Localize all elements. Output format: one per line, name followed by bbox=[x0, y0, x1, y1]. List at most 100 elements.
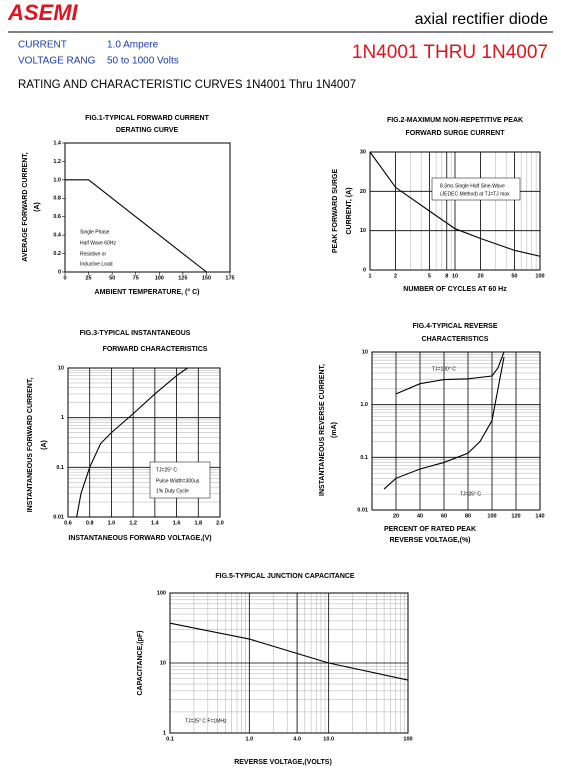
chart-title: FIG.1-TYPICAL FORWARD CURRENT bbox=[85, 115, 210, 122]
x-tick-label: 80 bbox=[465, 513, 471, 519]
chart-title: FORWARD SURGE CURRENT bbox=[405, 130, 505, 137]
x-tick-label: 40 bbox=[417, 513, 423, 519]
chart-title: FIG.5-TYPICAL JUNCTION CAPACITANCE bbox=[215, 573, 355, 580]
x-axis-label: PERCENT OF RATED PEAK bbox=[384, 526, 476, 533]
x-tick-label: 0.6 bbox=[64, 520, 72, 526]
y-tick-label: 0.1 bbox=[56, 465, 64, 471]
annotation: 8.3ms Single Half Sine-Wave bbox=[440, 183, 505, 189]
x-axis-label: REVERSE VOLTAGE,(%) bbox=[389, 537, 470, 544]
x-axis-label: NUMBER OF CYCLES AT 60 Hz bbox=[403, 286, 507, 293]
chart-title: FIG.4-TYPICAL REVERSE bbox=[412, 323, 497, 330]
x-tick-label: 0.8 bbox=[86, 520, 94, 526]
y-tick-label: 1.2 bbox=[53, 159, 61, 165]
y-axis-label: (A) bbox=[41, 440, 48, 450]
x-axis-label: AMBIENT TEMPERATURE, (° C) bbox=[95, 288, 200, 296]
note-box bbox=[149, 461, 211, 499]
x-tick-label: 100 bbox=[155, 275, 164, 281]
annotation: TJ=25° C bbox=[156, 467, 177, 473]
y-tick-label: 1 bbox=[163, 730, 166, 736]
y-tick-label: 0.6 bbox=[53, 214, 61, 220]
section-heading: RATING AND CHARACTERISTIC CURVES 1N4001 … bbox=[18, 79, 356, 91]
x-tick-label: 0.1 bbox=[166, 736, 174, 742]
logo: ASEMI bbox=[7, 0, 79, 25]
y-tick-label: 20 bbox=[360, 189, 366, 195]
chart-title: CHARACTERISTICS bbox=[422, 336, 489, 343]
data-line bbox=[383, 357, 505, 490]
x-tick-label: 2 bbox=[394, 273, 397, 279]
x-tick-label: 100 bbox=[487, 513, 496, 519]
annotation: Single Phase bbox=[80, 229, 110, 235]
x-tick-label: 1.0 bbox=[108, 520, 116, 526]
data-line bbox=[395, 351, 505, 395]
x-tick-label: 140 bbox=[535, 513, 544, 519]
x-tick-label: 2.0 bbox=[216, 520, 224, 526]
x-tick-label: 1.8 bbox=[194, 520, 202, 526]
plot-frame bbox=[64, 142, 231, 273]
x-tick-label: 60 bbox=[441, 513, 447, 519]
y-axis-label: PEAK FORWARD SURGE bbox=[332, 169, 339, 254]
y-tick-label: 10 bbox=[362, 349, 368, 355]
chart-title: DERATING CURVE bbox=[116, 127, 179, 134]
annotation: Inductive Load bbox=[80, 261, 113, 267]
part-range: 1N4001 THRU 1N4007 bbox=[352, 42, 548, 63]
x-tick-label: 100 bbox=[535, 273, 544, 279]
y-axis-label: CURRENT, (A) bbox=[346, 187, 353, 234]
y-tick-label: 0.8 bbox=[53, 196, 61, 202]
y-tick-label: 1.0 bbox=[360, 402, 368, 408]
x-tick-label: 8 bbox=[445, 273, 448, 279]
y-axis-label: (A) bbox=[34, 202, 41, 212]
x-tick-label: 50 bbox=[511, 273, 517, 279]
x-tick-label: 10.0 bbox=[323, 736, 334, 742]
data-line bbox=[65, 179, 207, 273]
x-tick-label: 75 bbox=[133, 275, 139, 281]
note-box bbox=[431, 177, 521, 201]
x-tick-label: 120 bbox=[511, 513, 520, 519]
y-tick-label: 10 bbox=[160, 660, 166, 666]
x-tick-label: 175 bbox=[225, 275, 234, 281]
y-tick-label: 0.4 bbox=[53, 233, 62, 239]
annotation: Half Wave 60Hz bbox=[80, 240, 116, 246]
x-tick-label: 1.2 bbox=[129, 520, 137, 526]
plot-frame bbox=[369, 151, 541, 271]
y-tick-label: 0.1 bbox=[360, 455, 368, 461]
y-axis-label: AVERAGE FORWARD CURRENT, bbox=[22, 152, 29, 261]
y-tick-label: 1.4 bbox=[53, 140, 62, 146]
y-tick-label: 0.01 bbox=[357, 507, 368, 513]
chart-title: FIG.2-MAXIMUM NON-REPETITIVE PEAK bbox=[387, 117, 523, 124]
x-tick-label: 25 bbox=[86, 275, 92, 281]
y-tick-label: 0 bbox=[58, 269, 61, 275]
y-axis-label: (mA) bbox=[331, 422, 338, 438]
x-tick-label: 1.0 bbox=[246, 736, 254, 742]
y-tick-label: 1 bbox=[61, 415, 64, 421]
y-axis-label: CAPACITANCE,(pF) bbox=[137, 630, 144, 695]
spec-label: VOLTAGE RANG bbox=[18, 56, 96, 67]
x-tick-label: 20 bbox=[393, 513, 399, 519]
x-tick-label: 150 bbox=[202, 275, 211, 281]
chart-title: FIG.3-TYPICAL INSTANTANEOUS bbox=[80, 330, 191, 337]
data-line bbox=[369, 151, 541, 257]
y-tick-label: 0.01 bbox=[53, 514, 64, 520]
x-tick-label: 5 bbox=[428, 273, 431, 279]
plot-frame bbox=[169, 592, 409, 734]
y-tick-label: 1.0 bbox=[53, 177, 61, 183]
x-tick-label: 1 bbox=[368, 273, 371, 279]
data-line bbox=[169, 622, 409, 681]
plot-frame bbox=[67, 367, 221, 518]
annotation: 1% Duty Cycle bbox=[156, 488, 189, 494]
y-tick-label: 10 bbox=[360, 228, 366, 234]
x-tick-label: 50 bbox=[109, 275, 115, 281]
x-tick-label: 4.0 bbox=[293, 736, 301, 742]
y-tick-label: 10 bbox=[58, 365, 64, 371]
chart-title: FORWARD CHARACTERISTICS bbox=[103, 346, 208, 353]
x-tick-label: 1.6 bbox=[173, 520, 181, 526]
y-axis-label: INSTANTANEOUS REVERSE CURRENT, bbox=[319, 364, 326, 496]
annotation: TJ=25° C F=1MHz bbox=[185, 718, 227, 724]
x-tick-label: 1.4 bbox=[151, 520, 160, 526]
y-tick-label: 100 bbox=[157, 590, 166, 596]
annotation: Resistive or bbox=[80, 251, 106, 257]
x-tick-label: 20 bbox=[478, 273, 484, 279]
annotation: Pulse Width=300us bbox=[156, 478, 200, 484]
x-tick-label: 100 bbox=[403, 736, 412, 742]
spec-value: 50 to 1000 Volts bbox=[107, 56, 179, 67]
